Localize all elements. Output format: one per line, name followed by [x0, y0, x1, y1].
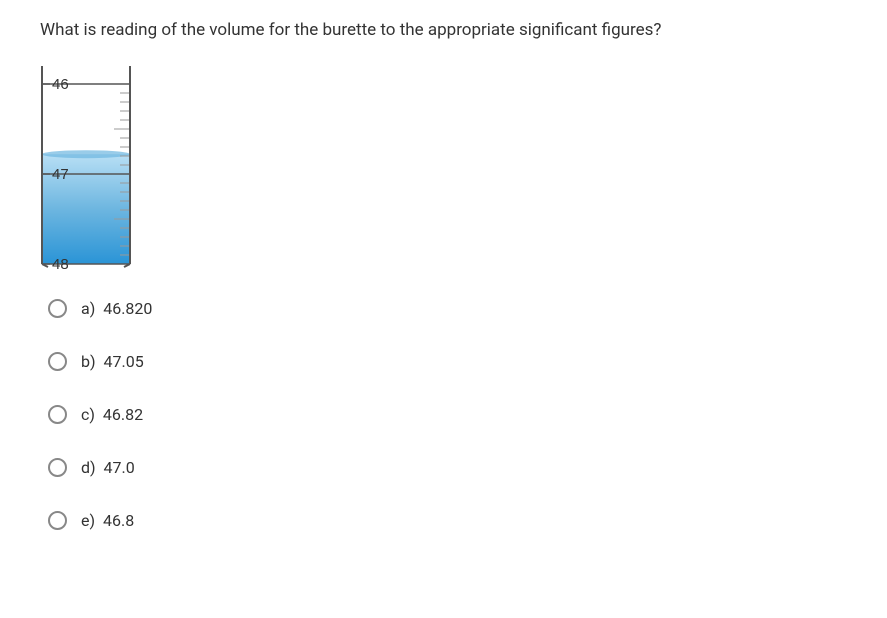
option-e[interactable]: e) 46.8 [48, 511, 847, 530]
svg-text:47: 47 [52, 166, 69, 183]
burette-diagram: 46 47 48 [40, 64, 847, 269]
options-list: a) 46.820 b) 47.05 c) 46.82 d) 47.0 e) 4… [48, 299, 847, 530]
option-label-e: e) 46.8 [81, 511, 134, 530]
option-d[interactable]: d) 47.0 [48, 458, 847, 477]
radio-d[interactable] [48, 458, 67, 477]
option-label-b: b) 47.05 [81, 352, 144, 371]
svg-text:48: 48 [52, 256, 69, 269]
option-label-c: c) 46.82 [81, 405, 143, 424]
option-a[interactable]: a) 46.820 [48, 299, 847, 318]
question-text: What is reading of the volume for the bu… [40, 20, 847, 40]
radio-e[interactable] [48, 511, 67, 530]
option-label-a: a) 46.820 [81, 299, 152, 318]
radio-a[interactable] [48, 299, 67, 318]
svg-text:46: 46 [52, 76, 69, 93]
option-label-d: d) 47.0 [81, 458, 135, 477]
radio-c[interactable] [48, 405, 67, 424]
option-b[interactable]: b) 47.05 [48, 352, 847, 371]
radio-b[interactable] [48, 352, 67, 371]
option-c[interactable]: c) 46.82 [48, 405, 847, 424]
